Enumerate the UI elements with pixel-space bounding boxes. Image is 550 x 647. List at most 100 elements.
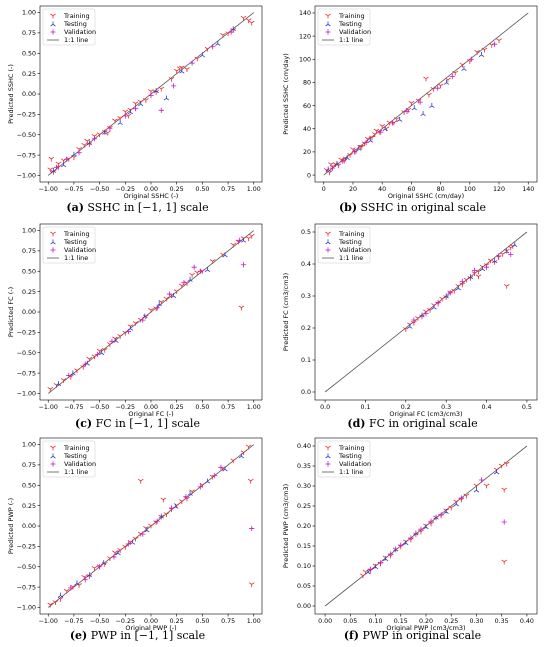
data-point xyxy=(47,387,54,392)
legend-marker xyxy=(50,231,56,237)
y-tick-label: 0.25 xyxy=(22,289,36,296)
y-tick-label: 0.10 xyxy=(297,563,311,570)
data-point xyxy=(209,259,216,264)
data-point xyxy=(408,535,414,541)
data-point xyxy=(459,62,466,68)
data-point xyxy=(248,582,255,588)
data-point xyxy=(431,304,437,310)
data-point xyxy=(245,444,252,450)
data-point xyxy=(435,85,441,91)
data-point xyxy=(443,295,449,300)
y-tick-label: 0.3 xyxy=(301,293,311,300)
data-point xyxy=(68,585,74,591)
data-point xyxy=(372,564,379,570)
data-point xyxy=(61,162,67,168)
data-point xyxy=(481,47,488,53)
data-point xyxy=(388,551,394,557)
caption-letter: (c) xyxy=(75,417,93,430)
data-point xyxy=(97,564,103,570)
data-point xyxy=(166,291,173,297)
caption-letter: (e) xyxy=(69,629,88,642)
data-point xyxy=(461,65,467,71)
data-point xyxy=(413,532,419,538)
legend-label: Validation xyxy=(64,246,96,254)
data-point xyxy=(344,155,350,161)
legend-marker xyxy=(50,445,56,451)
series-testing xyxy=(57,453,245,598)
y-tick-label: 140 xyxy=(299,10,311,17)
y-tick-label: 0.75 xyxy=(22,30,36,37)
legend-label: 1:1 line xyxy=(64,468,88,476)
data-point xyxy=(52,600,59,605)
data-point xyxy=(426,92,432,98)
data-point xyxy=(140,317,146,323)
y-tick-label: 0.4 xyxy=(301,261,311,268)
scatter-chart: −1.00 −0.75 −0.50 −0.25 0.00 0.25 0.50 0.75 1.00… xyxy=(7,437,263,632)
caption-text: FC in original scale xyxy=(365,417,478,430)
y-tick-label: 0.75 xyxy=(22,248,36,255)
data-point xyxy=(86,140,92,146)
data-point xyxy=(418,526,424,532)
data-point xyxy=(125,113,132,119)
x-tick-label: 80 xyxy=(437,186,445,193)
legend-label: 1:1 line xyxy=(339,36,363,44)
legend-label: 1:1 line xyxy=(339,254,363,262)
data-point xyxy=(351,149,358,155)
data-point xyxy=(199,52,206,58)
series-validation xyxy=(53,29,234,170)
legend-label: Training xyxy=(338,230,365,238)
data-point xyxy=(143,98,149,103)
y-tick-label: 60 xyxy=(303,103,311,110)
x-tick-label: 1.00 xyxy=(247,186,261,193)
x-tick-label: 0 xyxy=(322,186,326,193)
data-point xyxy=(501,559,508,565)
x-tick-label: 0.25 xyxy=(170,404,184,411)
scatter-chart: −1.00 −0.75 −0.50 −0.25 0.00 0.25 0.50 0.75 1.00… xyxy=(7,5,263,200)
x-tick-label: 0.05 xyxy=(343,618,357,625)
data-point xyxy=(230,458,237,464)
data-point xyxy=(74,368,80,374)
legend-label: Testing xyxy=(338,20,362,28)
x-tick-label: 0.75 xyxy=(221,404,235,411)
data-point xyxy=(122,544,129,550)
legend-label: Training xyxy=(63,230,90,238)
data-point xyxy=(383,556,389,562)
legend-label: Testing xyxy=(338,238,362,246)
x-tick-label: 0.3 xyxy=(441,404,451,411)
data-point xyxy=(220,32,226,38)
panel-d: 0.0 0.1 0.2 0.3 0.4 0.5 0.0 0.1 0.2 0.3 0.4 0.5 Orig… xyxy=(275,218,550,418)
x-tick-label: −0.50 xyxy=(90,404,109,411)
y-tick-label: −0.75 xyxy=(17,152,36,159)
data-point xyxy=(478,52,485,57)
data-point xyxy=(189,272,195,278)
x-tick-label: 0.25 xyxy=(170,618,184,625)
data-point xyxy=(501,487,508,493)
data-point xyxy=(483,264,490,270)
data-point xyxy=(184,281,190,286)
data-point xyxy=(70,370,76,376)
data-point xyxy=(184,67,190,72)
y-tick-label: −0.25 xyxy=(17,544,36,551)
data-point xyxy=(363,140,369,146)
data-point xyxy=(408,100,415,106)
data-point xyxy=(236,237,242,243)
data-point xyxy=(458,495,464,501)
x-tick-label: 140 xyxy=(522,186,534,193)
legend-box xyxy=(317,8,371,46)
x-axis-label: Original PWP (-) xyxy=(125,624,176,632)
data-point xyxy=(245,18,252,24)
data-point xyxy=(411,320,417,326)
x-tick-label: −1.00 xyxy=(39,404,58,411)
data-point xyxy=(438,512,444,518)
data-point xyxy=(210,44,216,50)
y-tick-label: 0.30 xyxy=(297,483,311,490)
data-point xyxy=(91,136,98,142)
scatter-chart: 0.0 0.1 0.2 0.3 0.4 0.5 0.0 0.1 0.2 0.3 0.4 0.5 Orig… xyxy=(282,223,538,418)
data-point xyxy=(91,354,98,360)
data-point xyxy=(228,29,234,35)
data-point xyxy=(429,102,435,108)
y-tick-label: −0.75 xyxy=(17,584,36,591)
data-point xyxy=(377,560,384,566)
caption-c: (c) FC in [−1, 1] scale xyxy=(0,417,275,430)
